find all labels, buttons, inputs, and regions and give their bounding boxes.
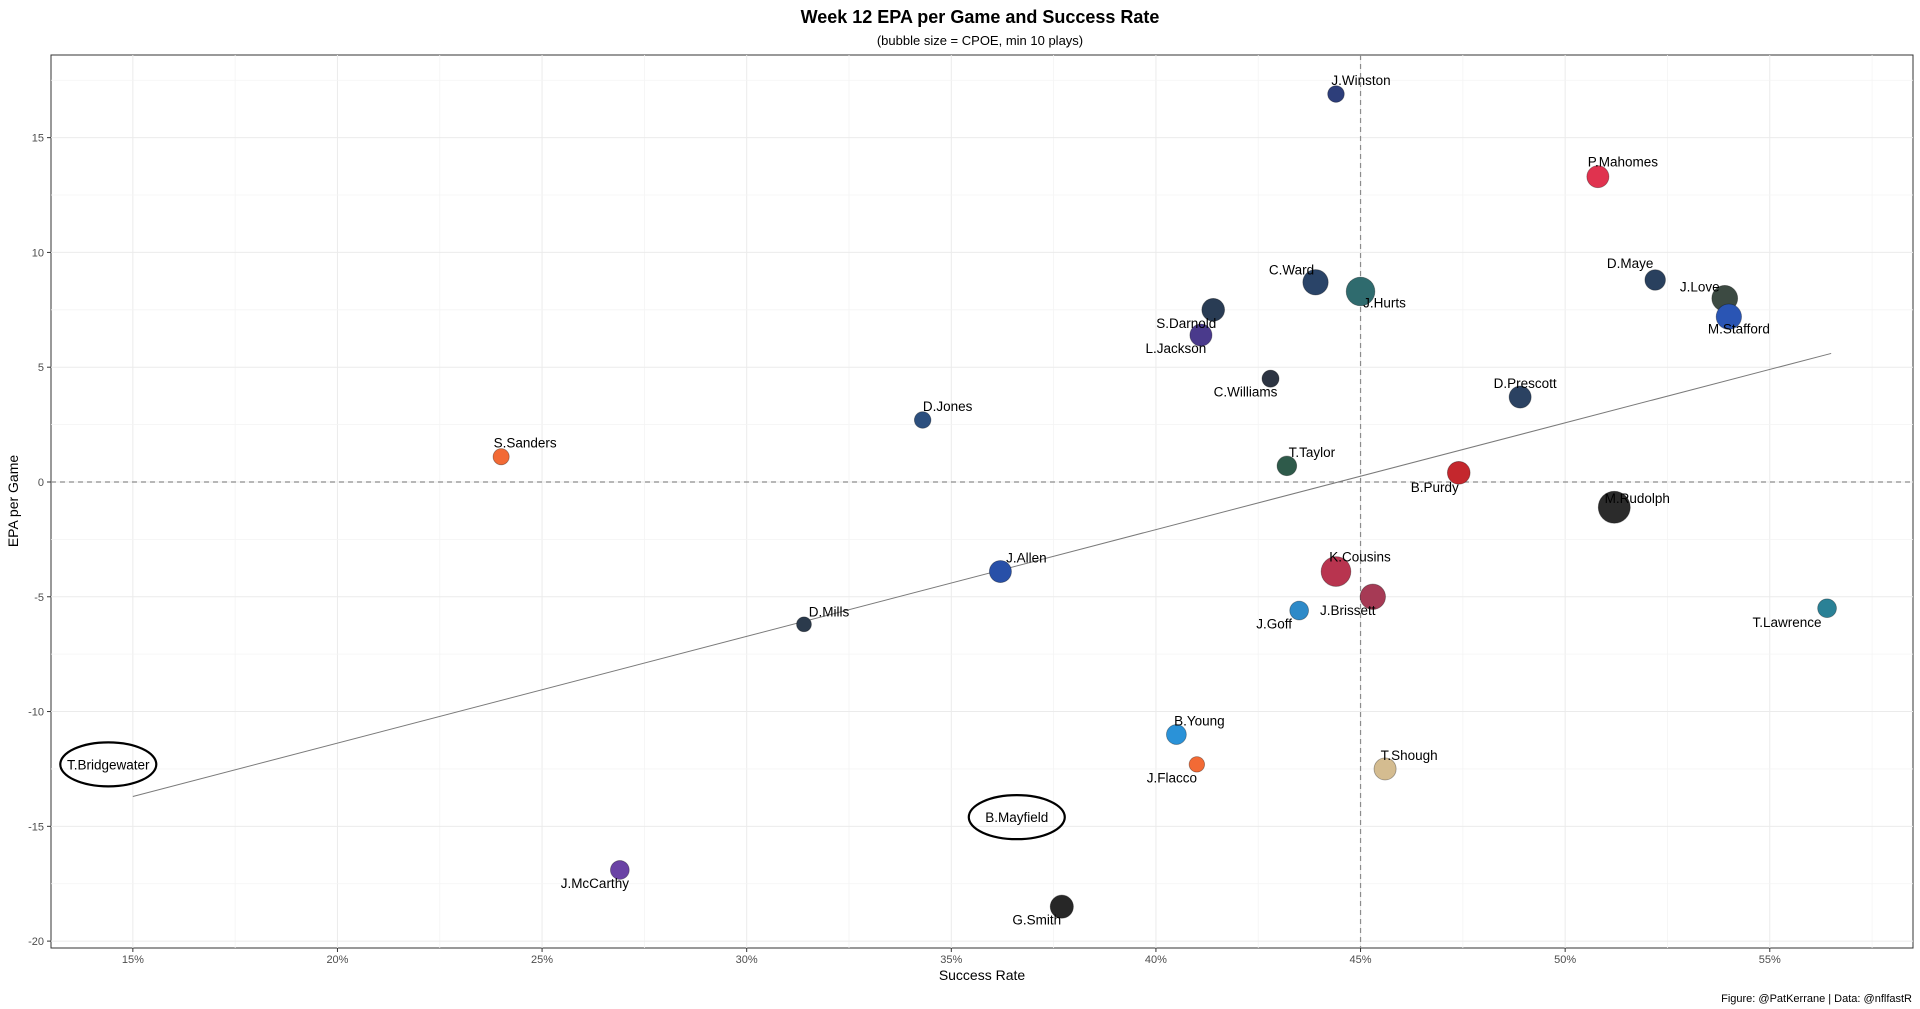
point-c-ward: [1302, 269, 1329, 296]
point-label-j-winston: J.Winston: [1331, 73, 1390, 88]
point-j-flacco: [1188, 756, 1205, 773]
x-axis-ticks: 15% 20% 25% 30% 35% 40% 45% 50% 55%: [122, 948, 1781, 966]
point-label-m-rudolph: M.Rudolph: [1605, 491, 1670, 506]
y-tick-label: -20: [28, 936, 44, 948]
point-k-cousins: [1320, 556, 1352, 587]
point-label-t-shough: T.Shough: [1381, 748, 1438, 763]
point-label-d-jones: D.Jones: [923, 399, 973, 414]
data-points: [59, 85, 1837, 919]
point-label-m-stafford: M.Stafford: [1708, 322, 1770, 337]
point-j-winston: [1327, 85, 1345, 103]
highlight-ellipse-t-bridgewater: [59, 741, 158, 788]
point-label-j-flacco: J.Flacco: [1147, 770, 1197, 785]
y-tick-label: -15: [28, 821, 44, 833]
y-tick-label: 5: [38, 362, 44, 374]
trend-line: [132, 352, 1832, 797]
point-labels: J.Winston P.Mahomes C.Ward J.Hurts D.Maye J.L…: [67, 73, 1822, 928]
point-t-taylor: [1276, 455, 1298, 477]
point-g-smith: [1049, 894, 1074, 919]
highlight-ellipse-b-mayfield: [967, 794, 1066, 841]
y-axis-ticks: 15 10 5 0 -5 -10 -15 -20: [28, 133, 51, 948]
point-label-j-allen: J.Allen: [1006, 551, 1047, 566]
point-label-l-jackson: L.Jackson: [1146, 341, 1207, 356]
chart-subtitle: (bubble size = CPOE, min 10 plays): [877, 33, 1083, 48]
x-tick-label: 50%: [1554, 954, 1576, 966]
point-label-p-mahomes: P.Mahomes: [1588, 155, 1659, 170]
y-tick-label: 15: [32, 133, 44, 145]
x-tick-label: 40%: [1145, 954, 1167, 966]
y-tick-label: -5: [34, 592, 44, 604]
point-d-jones: [913, 411, 932, 429]
point-s-darnold: [1201, 298, 1225, 322]
point-label-c-ward: C.Ward: [1269, 262, 1314, 277]
point-label-j-love: J.Love: [1680, 279, 1720, 294]
chart-caption: Figure: @PatKerrane | Data: @nflfastR: [1721, 993, 1912, 1005]
point-label-b-mayfield: B.Mayfield: [985, 810, 1048, 825]
x-tick-label: 15%: [122, 954, 144, 966]
point-label-g-smith: G.Smith: [1012, 913, 1061, 928]
chart-title: Week 12 EPA per Game and Success Rate: [801, 7, 1160, 27]
point-d-maye: [1644, 269, 1666, 291]
point-t-shough: [1373, 757, 1397, 781]
point-label-b-young: B.Young: [1174, 714, 1225, 729]
point-m-stafford: [1715, 303, 1742, 330]
y-axis-title: EPA per Game: [5, 455, 21, 548]
point-j-allen: [988, 560, 1012, 583]
point-label-j-hurts: J.Hurts: [1363, 295, 1406, 310]
x-tick-label: 45%: [1350, 954, 1372, 966]
point-b-young: [1166, 724, 1187, 745]
y-tick-label: 0: [38, 477, 44, 489]
grid-lines: [51, 55, 1913, 948]
point-label-s-sanders: S.Sanders: [494, 436, 557, 451]
point-label-t-lawrence: T.Lawrence: [1753, 615, 1822, 630]
point-j-hurts: [1345, 276, 1376, 307]
point-j-goff: [1289, 600, 1309, 621]
x-axis-title: Success Rate: [939, 967, 1026, 983]
point-label-d-mills: D.Mills: [809, 604, 850, 619]
point-label-s-darnold: S.Darnold: [1156, 316, 1216, 331]
point-label-t-taylor: T.Taylor: [1289, 445, 1336, 460]
point-l-jackson: [1189, 323, 1213, 347]
y-tick-label: -10: [28, 707, 44, 719]
point-d-prescott: [1508, 385, 1532, 409]
point-label-j-goff: J.Goff: [1256, 617, 1292, 632]
plot-panel: [50, 54, 1914, 949]
point-label-t-bridgewater: T.Bridgewater: [67, 757, 150, 772]
y-tick-label: 10: [32, 247, 44, 259]
x-tick-label: 20%: [326, 954, 348, 966]
point-label-j-brissett: J.Brissett: [1320, 603, 1376, 618]
point-label-j-mccarthy: J.McCarthy: [561, 876, 630, 891]
point-d-mills: [796, 616, 812, 633]
x-tick-label: 25%: [531, 954, 553, 966]
point-t-lawrence: [1817, 598, 1837, 619]
point-j-mccarthy: [610, 860, 630, 880]
reference-lines: [51, 55, 1913, 948]
point-b-purdy: [1446, 461, 1471, 485]
trend-line-group: [132, 352, 1832, 797]
point-s-sanders: [492, 448, 510, 466]
point-m-rudolph: [1597, 490, 1631, 524]
x-tick-label: 30%: [736, 954, 758, 966]
point-label-d-maye: D.Maye: [1607, 256, 1654, 271]
point-label-c-williams: C.Williams: [1214, 385, 1278, 400]
x-tick-label: 55%: [1759, 954, 1781, 966]
point-p-mahomes: [1586, 165, 1610, 189]
point-c-williams: [1261, 369, 1280, 388]
point-label-d-prescott: D.Prescott: [1494, 376, 1557, 391]
point-label-b-purdy: B.Purdy: [1411, 480, 1459, 495]
x-tick-label: 35%: [940, 954, 962, 966]
point-label-k-cousins: K.Cousins: [1329, 550, 1391, 565]
point-j-brissett: [1359, 583, 1386, 610]
